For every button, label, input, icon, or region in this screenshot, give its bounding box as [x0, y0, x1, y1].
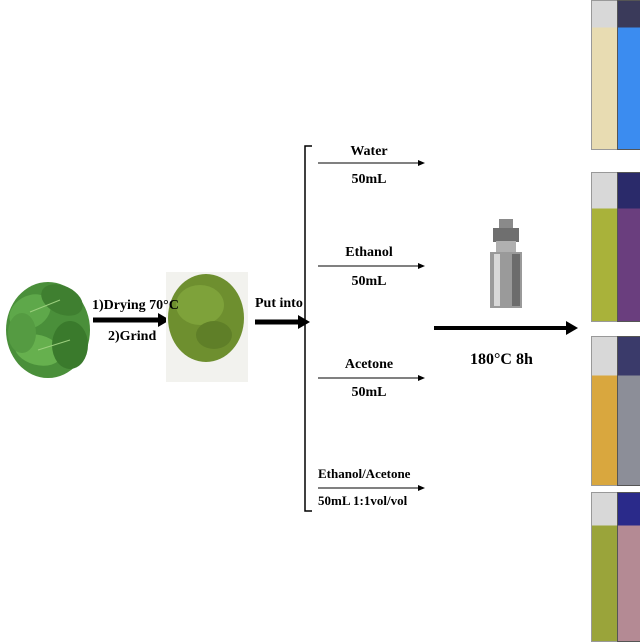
solvent-mixed-volume: 50mL 1:1vol/vol [318, 493, 408, 508]
solvent-water-volume: 50mL [351, 172, 387, 187]
put-into-label: Put into [255, 296, 303, 311]
vial-mixed-daylight [591, 492, 619, 642]
autoclave-icon [490, 219, 522, 308]
vial-acetone-daylight [591, 336, 619, 486]
arrow-reaction [566, 321, 578, 335]
solvent-ethanol-volume: 50mL [351, 274, 387, 289]
solvent-acetone-volume: 50mL [351, 385, 387, 400]
arrow-ethanol [418, 263, 425, 269]
arrow-mixed [418, 485, 425, 491]
vial-mixed-uv [617, 492, 640, 642]
vial-water-uv [617, 0, 640, 150]
vial-acetone-uv [617, 336, 640, 486]
arrow-water [418, 160, 425, 166]
step-drying-label: 1)Drying 70°C [92, 298, 179, 313]
vial-ethanol-daylight [591, 172, 619, 322]
solvent-mixed-name: Ethanol/Acetone [318, 466, 411, 481]
step-grind-label: 2)Grind [108, 329, 157, 344]
solvent-water-name: Water [350, 144, 388, 159]
solvent-ethanol-name: Ethanol [345, 245, 393, 260]
arrow-drying [158, 313, 170, 327]
reaction-condition-label: 180°C 8h [470, 351, 533, 368]
solvent-acetone-name: Acetone [344, 357, 394, 372]
arrow-put-into [298, 315, 310, 329]
vial-ethanol-uv [617, 172, 640, 322]
arrow-acetone [418, 375, 425, 381]
powder-icon [166, 272, 248, 382]
vial-water-daylight [591, 0, 619, 150]
solvent-bracket [304, 145, 312, 512]
spinach-leaves-icon [6, 282, 90, 378]
